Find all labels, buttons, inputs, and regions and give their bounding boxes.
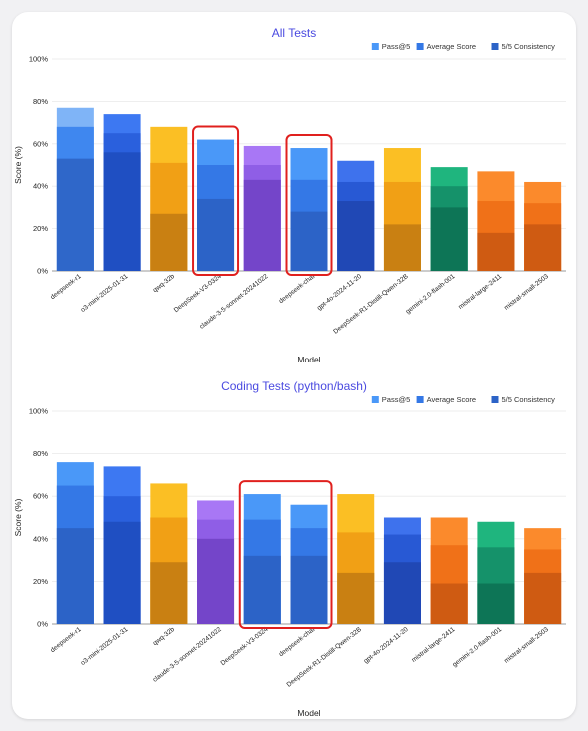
chart-0-category-label: mistral-small-2503 (503, 273, 550, 312)
chart-0-legend-label: Average Score (427, 42, 476, 51)
chart-0-legend-swatch (491, 43, 499, 50)
chart-1-bar-consistency (337, 572, 375, 624)
chart-1-x-axis-label: Model (297, 708, 320, 718)
chart-0-title: All Tests (272, 26, 316, 40)
chart-0-bar-consistency (103, 152, 141, 271)
chart-0-bar-consistency (290, 211, 328, 271)
chart-0-bar-consistency (243, 179, 281, 271)
chart-1-legend-label: 5/5 Consistency (502, 395, 556, 404)
chart-1-bar-consistency (383, 562, 421, 624)
chart-1-category-label: qwq-32b (152, 626, 177, 647)
chart-0-y-tick-label: 100% (29, 55, 49, 64)
chart-0-bar-consistency (430, 207, 468, 271)
chart-1-bar-consistency (290, 555, 328, 624)
chart-1-y-tick-label: 60% (33, 492, 48, 501)
chart-0-category-label: DeepSeek-R1-Distill-Qwen-32B (332, 273, 410, 336)
chart-0-y-tick-label: 20% (33, 224, 48, 233)
chart-1-bar-consistency (150, 562, 188, 624)
chart-0-bar-consistency (383, 224, 421, 271)
chart-0-bar-consistency (197, 198, 235, 271)
chart-1-y-tick-label: 80% (33, 449, 48, 458)
chart-1-y-axis-label: Score (%) (13, 498, 23, 536)
chart-1-category-label: o3-mini-2025-01-31 (80, 626, 130, 667)
chart-0-category-label: deepseek-r1 (49, 273, 82, 301)
chart-1-category-label: mistral-large-2411 (411, 626, 457, 664)
chart-0-bar-consistency (337, 201, 375, 271)
chart-0-bar-consistency (524, 224, 562, 271)
chart-0-bar-consistency (56, 158, 94, 271)
chart-0-category-label: gemini-2.0-flash-001 (405, 273, 457, 316)
chart-1-category-label: deepseek-chat (278, 626, 317, 658)
chart-1-bar-consistency (243, 555, 281, 624)
chart-1-category-label: mistral-small-2503 (503, 626, 550, 665)
chart-1-category-label: gemini-2.0-flash-001 (451, 626, 503, 669)
chart-0-highlight-box (285, 134, 333, 277)
chart-1-highlight-box (238, 480, 333, 629)
chart-0-category-label: gpt-4o-2024-11-20 (316, 273, 363, 312)
charts-card: All Tests Pass@5 Average Score 5/5 Consiste… (12, 12, 576, 719)
all-tests-chart: All Tests Pass@5 Average Score 5/5 Consiste… (13, 26, 566, 362)
chart-0-category-label: deepseek-chat (278, 273, 317, 305)
chart-1-bar-consistency (103, 521, 141, 624)
chart-1-bar-consistency (524, 572, 562, 624)
chart-0-bar-consistency (477, 232, 515, 271)
chart-0-legend-swatch (416, 43, 424, 50)
chart-0-category-label: mistral-large-2411 (457, 273, 503, 311)
chart-0-category-label: o3-mini-2025-01-31 (80, 273, 130, 314)
chart-0-category-label: DeepSeek-V3-0324 (173, 273, 223, 314)
chart-0-y-tick-label: 80% (33, 97, 48, 106)
chart-1-legend-label: Pass@5 (382, 395, 410, 404)
chart-0-legend-label: 5/5 Consistency (502, 42, 556, 51)
chart-0-x-axis-label: Model (297, 355, 320, 362)
chart-1-category-label: DeepSeek-R1-Distill-Qwen-32B (286, 626, 364, 689)
chart-1-bar-consistency (477, 583, 515, 624)
chart-0-category-label: qwq-32b (152, 273, 177, 294)
chart-0-legend-label: Pass@5 (382, 42, 410, 51)
chart-1-legend-swatch (416, 396, 424, 403)
chart-0-bar-consistency (150, 213, 188, 271)
chart-0-y-tick-label: 0% (37, 267, 48, 276)
chart-0-y-axis-label: Score (%) (13, 146, 23, 184)
chart-1-title: Coding Tests (python/bash) (221, 379, 367, 393)
chart-1-category-label: gpt-4o-2024-11-20 (363, 626, 410, 665)
chart-1-y-tick-label: 0% (37, 620, 48, 629)
chart-0-y-tick-label: 60% (33, 139, 48, 148)
chart-0-legend-swatch (371, 43, 379, 50)
coding-tests-chart: Coding Tests (python/bash) Pass@5 Average … (13, 379, 566, 718)
chart-1-bar-consistency (56, 528, 94, 624)
chart-0-y-tick-label: 40% (33, 182, 48, 191)
chart-1-legend-label: Average Score (427, 395, 476, 404)
chart-1-y-tick-label: 40% (33, 534, 48, 543)
chart-1-category-label: deepseek-r1 (49, 626, 82, 654)
chart-0-highlight-box (192, 125, 240, 276)
chart-1-bar-consistency (197, 538, 235, 624)
chart-1-legend-swatch (371, 396, 379, 403)
chart-1-y-tick-label: 20% (33, 577, 48, 586)
chart-1-legend-swatch (491, 396, 499, 403)
chart-1-category-label: DeepSeek-V3-0324 (220, 626, 270, 667)
chart-1-bar-consistency (430, 583, 468, 624)
chart-1-y-tick-label: 100% (29, 407, 49, 416)
